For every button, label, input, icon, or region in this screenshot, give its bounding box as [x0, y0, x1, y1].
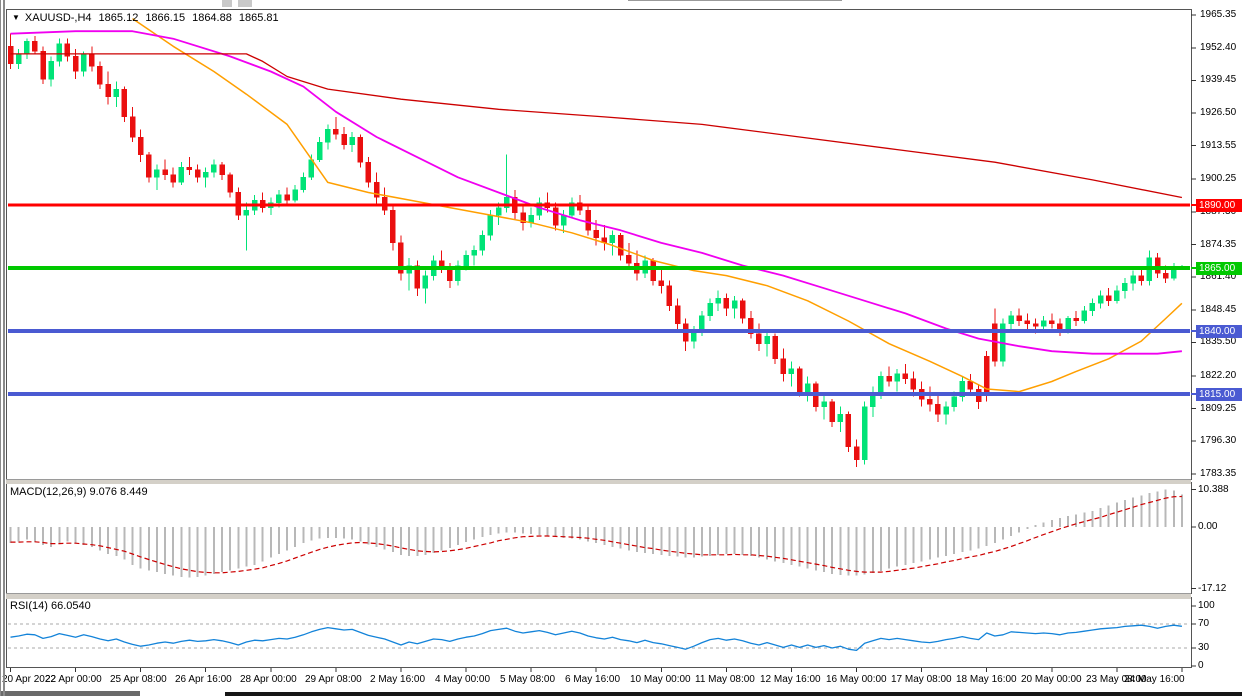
ohlc-close: 1865.81 — [238, 12, 279, 24]
price-axis-label: 1809.25 — [1200, 403, 1237, 414]
symbol-timeframe: XAUUSD-,H4 — [24, 12, 92, 24]
ohlc-open: 1865.12 — [98, 12, 139, 24]
price-axis-label: 1900.25 — [1200, 173, 1237, 184]
price-level-badge: 1890.00 — [1196, 199, 1242, 212]
time-axis-label: 22 Apr 00:00 — [45, 674, 102, 685]
time-axis-label: 16 May 00:00 — [826, 674, 887, 685]
time-axis-label: 5 May 08:00 — [500, 674, 556, 685]
rsi-axis-label: 0 — [1198, 660, 1204, 671]
window-left-border-outer — [0, 0, 1, 696]
price-axis-label: 1822.20 — [1200, 370, 1237, 381]
window-bottom-edge — [225, 692, 1242, 696]
price-axis-label: 1835.50 — [1200, 336, 1237, 347]
rsi-axis-label: 30 — [1198, 642, 1210, 653]
price-axis-label: 1952.40 — [1200, 42, 1237, 53]
time-axis-label: 25 Apr 08:00 — [110, 674, 167, 685]
toolbar-remnant — [238, 0, 252, 7]
price-axis-label: 1861.40 — [1200, 271, 1237, 282]
rsi-axis-label: 100 — [1198, 600, 1215, 611]
price-axis-label: 1874.35 — [1200, 239, 1237, 250]
time-axis-label: 20 Apr 2022 — [2, 674, 56, 685]
time-axis-label: 26 Apr 16:00 — [175, 674, 232, 685]
time-axis-label: 17 May 08:00 — [891, 674, 952, 685]
time-axis-label: 20 May 00:00 — [1021, 674, 1082, 685]
rsi-axis-label: 70 — [1198, 618, 1210, 629]
chevron-down-icon: ▼ — [12, 13, 20, 22]
toolbar-remnant — [222, 0, 232, 7]
time-axis-label: 24 May 16:00 — [1124, 674, 1185, 685]
chart-title: ▼ XAUUSD-,H4 1865.12 1866.15 1864.88 1865.81 — [12, 12, 279, 24]
price-axis-label: 1913.55 — [1200, 140, 1237, 151]
time-axis-label: 11 May 08:00 — [695, 674, 755, 685]
time-axis-label: 6 May 16:00 — [565, 674, 621, 685]
window-bottom-edge — [0, 691, 140, 696]
price-axis-label: 1939.45 — [1200, 74, 1237, 85]
time-axis-label: 4 May 00:00 — [435, 674, 491, 685]
window-left-border-inner — [3, 0, 5, 696]
price-axis-label: 1926.50 — [1200, 107, 1237, 118]
price-axis-label: 1965.35 — [1200, 9, 1237, 20]
price-level-badge: 1865.00 — [1196, 262, 1242, 275]
time-axis-label: 18 May 16:00 — [956, 674, 1017, 685]
toolbar-remnant — [628, 0, 842, 1]
panel-splitter-macd[interactable] — [6, 479, 1191, 484]
rsi-indicator-label: RSI(14) 66.0540 — [10, 600, 91, 612]
time-axis-label: 12 May 16:00 — [760, 674, 821, 685]
panel-splitter-rsi[interactable] — [6, 593, 1191, 599]
price-axis-label: 1796.30 — [1200, 435, 1237, 446]
ohlc-low: 1864.88 — [192, 12, 232, 24]
macd-indicator-label: MACD(12,26,9) 9.076 8.449 — [10, 486, 148, 498]
macd-axis-label: 10.388 — [1198, 484, 1229, 495]
time-axis-label: 29 Apr 08:00 — [305, 674, 362, 685]
time-axis-label: 23 May 08:00 — [1086, 674, 1147, 685]
price-axis-label: 1783.35 — [1200, 468, 1237, 479]
time-axis-label: 2 May 16:00 — [370, 674, 426, 685]
time-axis-label: 28 Apr 00:00 — [240, 674, 297, 685]
macd-axis-label: 0.00 — [1198, 521, 1218, 532]
macd-axis-label: -17.12 — [1198, 583, 1227, 594]
price-level-badge: 1840.00 — [1196, 325, 1242, 338]
price-level-badge: 1815.00 — [1196, 388, 1242, 401]
price-axis-label: 1848.45 — [1200, 304, 1237, 315]
time-axis-label: 10 May 00:00 — [630, 674, 691, 685]
ohlc-high: 1866.15 — [145, 12, 186, 24]
